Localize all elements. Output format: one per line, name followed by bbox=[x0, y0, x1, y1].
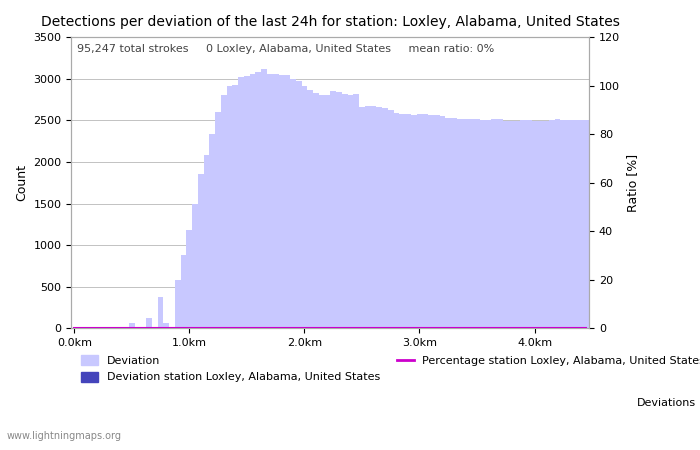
Percentage station Loxley, Alabama, United States bbox=[225, 326, 234, 331]
Bar bbox=[209, 134, 215, 328]
Bar bbox=[416, 114, 422, 328]
Bar bbox=[146, 318, 152, 328]
Title: Detections per deviation of the last 24h for station: Loxley, Alabama, United St: Detections per deviation of the last 24h… bbox=[41, 15, 620, 29]
Text: 95,247 total strokes     0 Loxley, Alabama, United States     mean ratio: 0%: 95,247 total strokes 0 Loxley, Alabama, … bbox=[76, 45, 494, 54]
Bar bbox=[215, 112, 221, 328]
Bar bbox=[538, 121, 543, 328]
Bar bbox=[422, 114, 428, 328]
Bar bbox=[445, 118, 451, 328]
Bar bbox=[221, 95, 227, 328]
Bar bbox=[405, 114, 411, 328]
Bar bbox=[267, 74, 273, 328]
Bar bbox=[491, 120, 497, 328]
Bar bbox=[503, 121, 509, 328]
Bar bbox=[284, 76, 290, 328]
Bar bbox=[198, 175, 204, 328]
Bar bbox=[290, 79, 296, 328]
Bar bbox=[256, 72, 261, 328]
Bar bbox=[186, 230, 193, 328]
Bar bbox=[244, 76, 250, 328]
Bar bbox=[531, 121, 538, 328]
Percentage station Loxley, Alabama, United States bbox=[427, 326, 435, 331]
Bar bbox=[480, 120, 486, 328]
Bar bbox=[330, 91, 336, 328]
Bar bbox=[365, 106, 370, 328]
Bar bbox=[463, 119, 468, 328]
Bar bbox=[486, 120, 491, 328]
Bar bbox=[497, 119, 503, 328]
Bar bbox=[382, 108, 388, 328]
Bar bbox=[377, 107, 382, 328]
Bar bbox=[543, 121, 549, 328]
Bar bbox=[302, 86, 307, 328]
Bar bbox=[273, 74, 279, 328]
Bar bbox=[434, 115, 440, 328]
Bar bbox=[158, 297, 163, 328]
Bar bbox=[279, 76, 284, 328]
Bar bbox=[474, 119, 480, 328]
Bar bbox=[526, 120, 531, 328]
Bar bbox=[578, 120, 583, 328]
Bar bbox=[583, 120, 589, 328]
Bar bbox=[307, 90, 313, 328]
Text: Deviations: Deviations bbox=[637, 398, 696, 408]
Bar bbox=[509, 121, 514, 328]
Bar bbox=[193, 203, 198, 328]
Bar bbox=[359, 107, 365, 328]
Y-axis label: Count: Count bbox=[15, 164, 28, 201]
Bar bbox=[250, 74, 255, 328]
Bar bbox=[129, 324, 134, 328]
Bar bbox=[549, 120, 554, 328]
Bar bbox=[457, 119, 463, 328]
Bar bbox=[561, 120, 566, 328]
Bar bbox=[514, 121, 520, 328]
Bar bbox=[520, 120, 526, 328]
Bar bbox=[468, 120, 474, 328]
Percentage station Loxley, Alabama, United States bbox=[508, 326, 516, 331]
Bar bbox=[175, 280, 181, 328]
Bar bbox=[428, 115, 434, 328]
Bar bbox=[354, 94, 359, 328]
Percentage station Loxley, Alabama, United States bbox=[582, 326, 591, 331]
Bar bbox=[388, 110, 393, 328]
Text: www.lightningmaps.org: www.lightningmaps.org bbox=[7, 431, 122, 441]
Bar bbox=[370, 106, 377, 328]
Bar bbox=[451, 118, 457, 328]
Percentage station Loxley, Alabama, United States bbox=[139, 326, 148, 331]
Bar bbox=[232, 86, 238, 328]
Bar bbox=[399, 114, 405, 328]
Bar bbox=[325, 94, 330, 328]
Bar bbox=[318, 95, 325, 328]
Bar bbox=[566, 120, 572, 328]
Bar bbox=[342, 94, 347, 328]
Bar bbox=[393, 113, 399, 328]
Bar bbox=[313, 93, 319, 328]
Bar bbox=[204, 155, 209, 328]
Y-axis label: Ratio [%]: Ratio [%] bbox=[626, 153, 638, 212]
Percentage station Loxley, Alabama, United States bbox=[559, 326, 568, 331]
Bar bbox=[261, 69, 267, 328]
Bar bbox=[572, 120, 578, 328]
Legend: Deviation, Deviation station Loxley, Alabama, United States, Percentage station : Deviation, Deviation station Loxley, Ala… bbox=[77, 351, 700, 387]
Percentage station Loxley, Alabama, United States bbox=[496, 326, 504, 331]
Percentage station Loxley, Alabama, United States bbox=[70, 326, 78, 331]
Bar bbox=[296, 81, 302, 328]
Bar bbox=[227, 86, 232, 328]
Bar bbox=[238, 77, 244, 328]
Bar bbox=[554, 120, 561, 328]
Bar bbox=[163, 324, 169, 328]
Bar bbox=[181, 255, 186, 328]
Bar bbox=[411, 115, 416, 328]
Bar bbox=[440, 116, 445, 328]
Bar bbox=[347, 95, 354, 328]
Bar bbox=[336, 92, 342, 328]
